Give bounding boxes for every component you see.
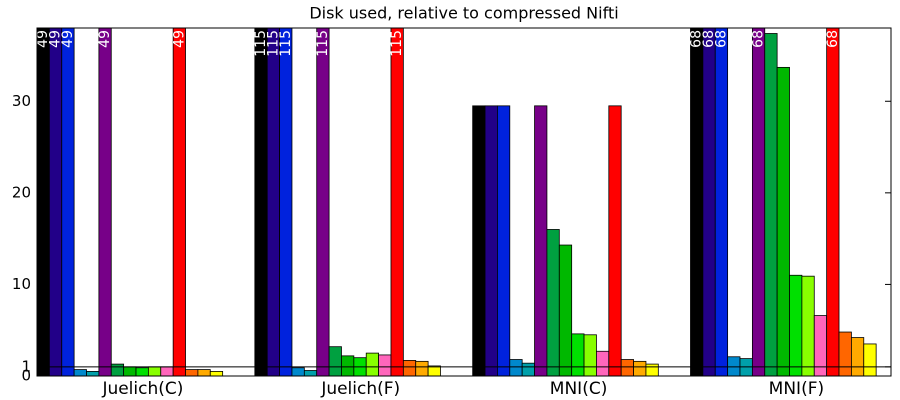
bar [620,359,634,377]
bar [415,360,429,377]
value-label: 49 [48,30,64,48]
bar [751,27,766,377]
value-label: 49 [97,30,113,48]
bar [472,105,486,377]
bar [534,105,548,377]
y-tick-label: 30 [12,92,31,110]
bar [390,27,404,377]
bar [110,363,125,377]
bar [291,367,305,377]
value-label: 115 [315,30,331,57]
bar [645,363,659,377]
bar [36,27,50,377]
bar [583,334,597,377]
value-label: 49 [60,30,76,48]
bar [341,355,355,377]
value-label: 68 [825,30,841,48]
bar [509,359,523,377]
bar [123,366,137,377]
bar [185,369,199,377]
bar [850,337,865,377]
value-label: 68 [701,30,717,48]
bar [714,27,729,377]
bar [789,274,803,377]
value-label: 68 [689,30,705,48]
chart-title: Disk used, relative to compressed Nifti [309,4,618,23]
bar [328,346,342,377]
value-label: 115 [265,30,281,57]
bar [316,27,330,377]
bar [633,360,647,377]
y-tick-label: 20 [12,183,31,201]
bar [838,331,852,377]
bar [197,369,211,377]
value-label: 115 [278,30,294,57]
value-label: 49 [35,30,51,48]
bar [135,367,149,377]
bar [690,27,704,377]
y-tick-label: 0 [21,367,31,385]
bar [521,362,535,377]
y-tick-label: 1 [21,357,31,375]
bar [546,229,560,377]
bar [147,366,162,377]
bar [402,360,417,377]
bar [378,354,392,377]
bar [48,27,63,377]
bar [73,369,87,377]
plot-frame [36,27,892,377]
value-label: 68 [713,30,729,48]
bar [863,343,877,377]
value-label: 115 [389,30,405,57]
y-tick-label: 10 [12,275,31,293]
bar [61,27,75,377]
bar [98,27,112,377]
value-label: 68 [751,30,767,48]
bar [172,27,186,377]
bar [160,366,174,377]
bar [558,244,573,377]
value-label: 49 [171,30,187,48]
x-tick-label: Juelich(F) [320,379,400,399]
bar [427,365,441,377]
bar [86,371,100,377]
bar [776,66,790,377]
bar [279,27,293,377]
bar [826,27,840,377]
bar [484,105,498,377]
bar [209,371,224,377]
bar [254,27,268,377]
bar [571,333,585,377]
x-tick-label: MNI(C) [550,379,608,399]
bar [497,105,511,377]
bar [702,27,716,377]
bar [764,33,778,377]
x-tick-label: Juelich(C) [101,379,183,399]
value-label: 115 [253,30,269,57]
bar [365,352,379,377]
bar [608,105,622,377]
bar [266,27,280,377]
x-tick-label: MNI(F) [769,379,824,399]
bar [596,350,610,377]
bar [303,370,318,377]
bar [801,275,815,377]
